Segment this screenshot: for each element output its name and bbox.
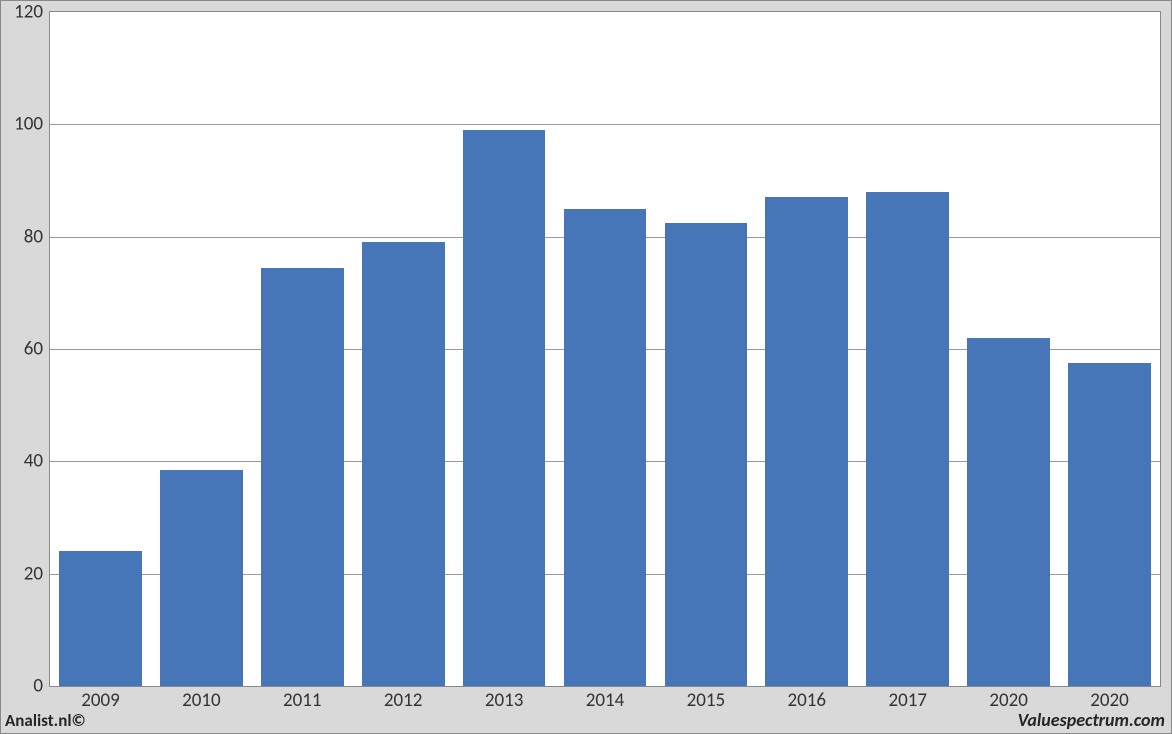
bar xyxy=(463,130,546,686)
x-axis-ticks: 2009201020112012201320142015201620172020… xyxy=(50,689,1160,713)
y-tick-label: 100 xyxy=(3,113,43,136)
bar xyxy=(665,223,748,686)
x-tick-label: 2017 xyxy=(888,689,927,712)
x-tick-label: 2012 xyxy=(384,689,423,712)
plot-area xyxy=(49,11,1161,687)
bar xyxy=(765,197,848,686)
x-tick-label: 2011 xyxy=(283,689,322,712)
y-tick-label: 60 xyxy=(3,338,43,361)
bar xyxy=(362,242,445,686)
bars-layer xyxy=(50,12,1160,686)
bar xyxy=(866,192,949,686)
y-tick-label: 40 xyxy=(3,450,43,473)
y-tick-label: 120 xyxy=(3,1,43,24)
y-tick-label: 20 xyxy=(3,562,43,585)
bar xyxy=(967,338,1050,686)
bar xyxy=(261,268,344,686)
bar xyxy=(1068,363,1151,686)
y-tick-label: 0 xyxy=(3,675,43,698)
chart-frame: 0 20 40 60 80 100 120 2009 2010 2011 2012 2013 2014… xyxy=(0,0,1172,734)
bar xyxy=(564,209,647,686)
x-tick-label: 2014 xyxy=(586,689,625,712)
y-tick-label: 80 xyxy=(3,225,43,248)
x-tick-label: 2013 xyxy=(485,689,524,712)
bar xyxy=(160,470,243,686)
x-tick-label: 2010 xyxy=(182,689,221,712)
x-tick-label: 2016 xyxy=(788,689,827,712)
footer-right-credit: Valuespectrum.com xyxy=(1018,709,1165,731)
footer-left-credit: Analist.nl© xyxy=(5,710,86,731)
bar xyxy=(59,551,142,686)
x-tick-label: 2015 xyxy=(687,689,726,712)
x-tick-label: 2009 xyxy=(81,689,120,712)
